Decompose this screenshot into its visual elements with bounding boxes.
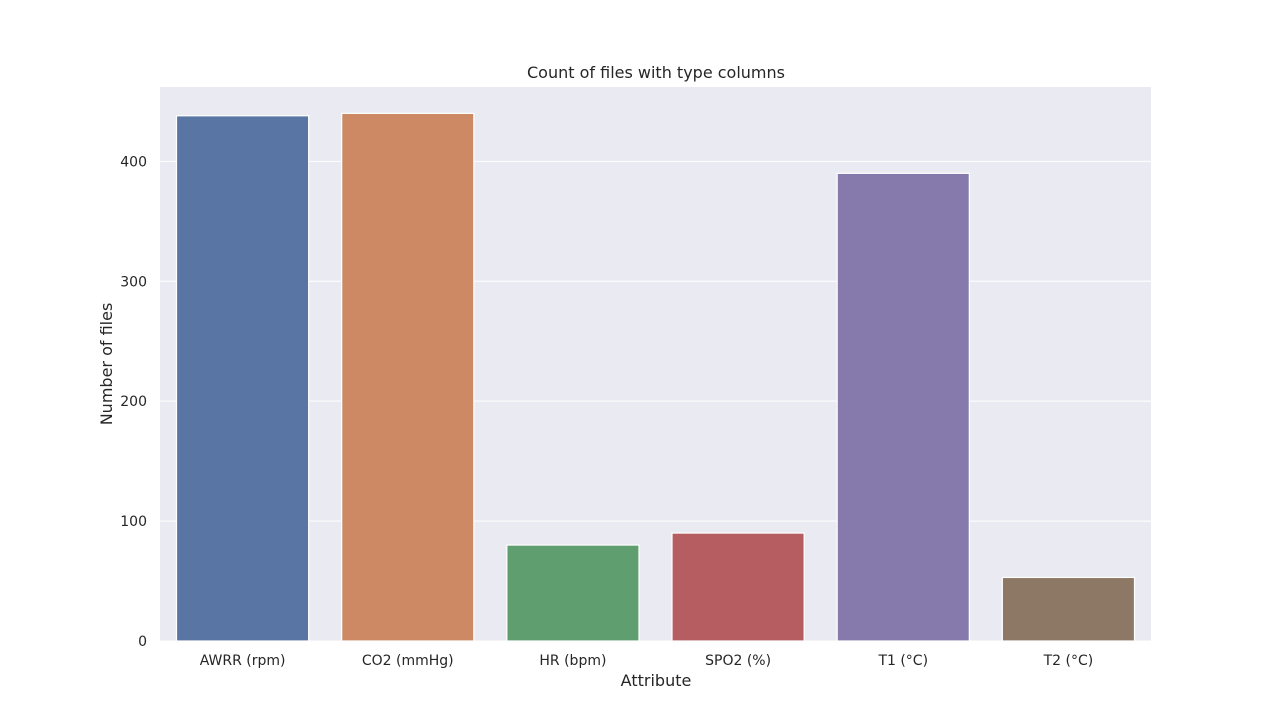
bar-2: [506, 544, 640, 642]
x-tick-label: AWRR (rpm): [200, 653, 286, 669]
bar-5: [1001, 576, 1136, 642]
y-tick-label: 0: [138, 634, 147, 650]
x-axis-label: Attribute: [621, 671, 692, 690]
y-tick-label: 300: [120, 274, 147, 290]
x-tick-label: T2 (°C): [1043, 653, 1094, 669]
bar-3: [671, 532, 805, 642]
bar-1: [341, 112, 475, 642]
gridlines: [160, 160, 1151, 642]
y-tick-labels: 0 100 200 300 400: [120, 154, 147, 650]
y-tick-label: 100: [120, 514, 147, 530]
x-tick-label: SPO2 (%): [705, 653, 771, 669]
y-axis-label: Number of files: [97, 303, 116, 426]
x-tick-label: T1 (°C): [877, 653, 928, 669]
plot-area: [160, 87, 1151, 641]
y-tick-label: 200: [120, 394, 147, 410]
y-tick-label: 400: [120, 154, 147, 170]
bar-4: [836, 172, 970, 642]
bar-0: [175, 115, 310, 642]
chart-title: Count of files with type columns: [527, 63, 785, 82]
x-tick-label: HR (bpm): [539, 653, 606, 669]
bars: [175, 112, 1136, 642]
x-tick-labels: AWRR (rpm) CO2 (mmHg) HR (bpm) SPO2 (%) T1 (…: [200, 653, 1094, 669]
x-tick-label: CO2 (mmHg): [362, 653, 454, 669]
